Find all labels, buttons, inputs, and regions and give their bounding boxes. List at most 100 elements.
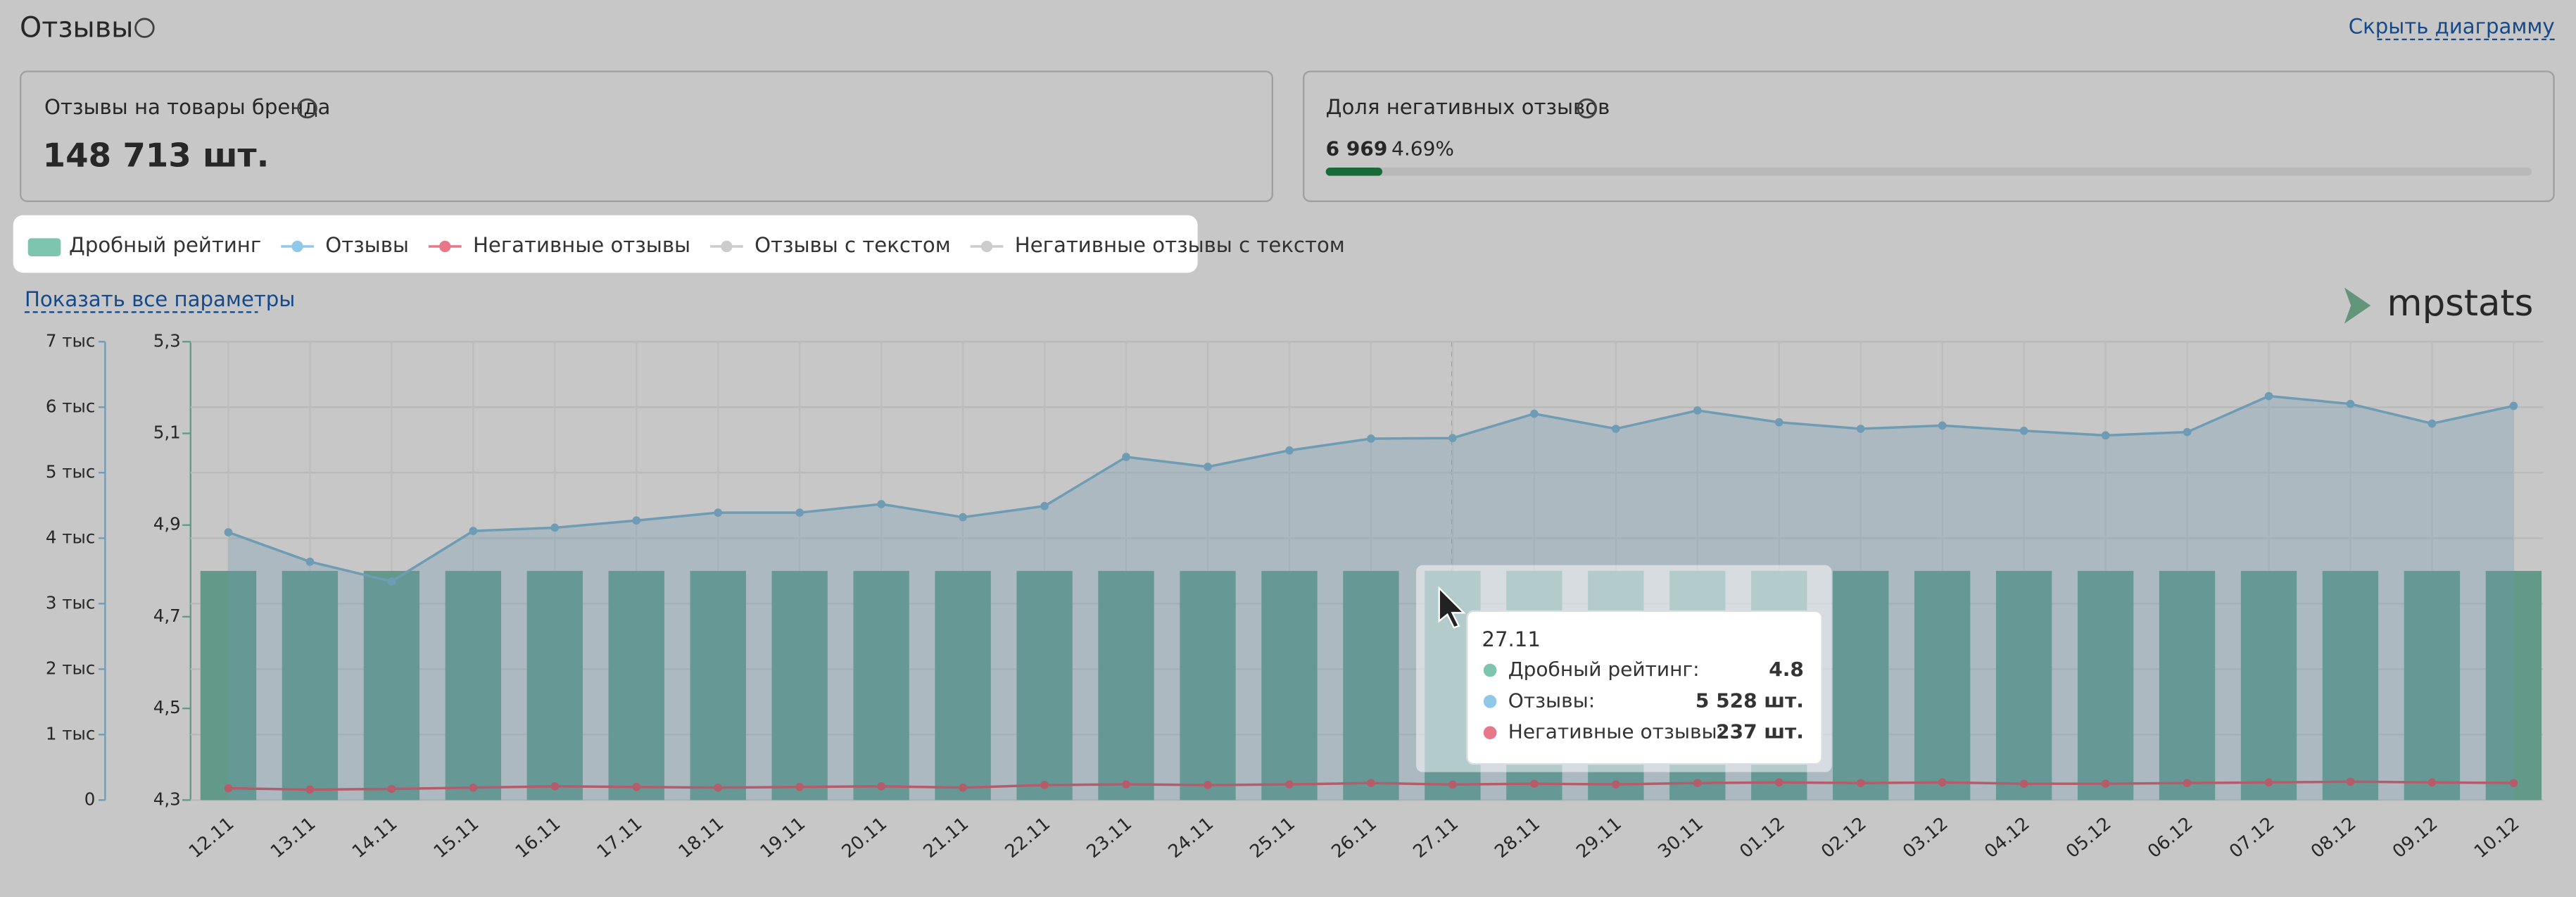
point (305, 785, 315, 794)
point (2427, 778, 2437, 787)
legend-label: Негативные отзывы (473, 233, 690, 257)
help-icon[interactable] (297, 98, 317, 119)
bar (2485, 570, 2542, 801)
point (1856, 425, 1865, 433)
highlight-layer: 27.11 Дробный рейтинг Отзывы Негативные от… (13, 215, 1832, 772)
point (1774, 778, 1783, 787)
point (469, 783, 478, 792)
point (714, 783, 723, 792)
hide-chart-link[interactable]: Скрыть диаграмму (2349, 15, 2555, 39)
tooltip-dot (1483, 726, 1497, 739)
cursor (1438, 586, 1466, 629)
logo-icon (2344, 287, 2371, 324)
legend-swatch (27, 238, 61, 256)
y-tick-label: 2 тыс (46, 658, 95, 678)
bar (363, 570, 420, 801)
point (387, 784, 396, 794)
bar (1098, 570, 1154, 801)
bar (1180, 570, 1236, 801)
area-fill (228, 396, 2514, 801)
bar (2322, 570, 2379, 801)
bar (935, 570, 991, 801)
tooltip-dot (1483, 663, 1497, 677)
tooltip-value: 4.8 (1769, 658, 1804, 681)
point (2101, 431, 2110, 440)
point (877, 500, 885, 508)
y-tick-label: 7 тыс (46, 330, 95, 351)
card (20, 70, 1273, 202)
bar (1016, 570, 1073, 801)
point (2019, 779, 2028, 788)
point (2019, 426, 2028, 435)
legend-swatch (439, 240, 451, 253)
tooltip-value: 237 шт. (1716, 720, 1804, 744)
point (2264, 778, 2273, 787)
logo: mpstats (2387, 282, 2534, 325)
legend-label[interactable]: Отзывы с текстом (755, 233, 951, 257)
y-tick-label: 1 тыс (46, 723, 95, 744)
card-label: Отзывы на товары бренда (44, 95, 330, 119)
point (2509, 401, 2518, 410)
point (1285, 780, 1294, 789)
tooltip (1466, 610, 1823, 765)
point (1367, 779, 1375, 787)
point (2427, 419, 2437, 428)
bar (853, 570, 909, 801)
help-icon[interactable] (1577, 98, 1598, 119)
card-label: Доля негативных отзывов (1326, 95, 1610, 119)
y-tick-label: 0 (84, 789, 96, 809)
point (224, 528, 233, 537)
point (1856, 779, 1865, 787)
point (1938, 778, 1947, 787)
y2-tick-label: 4,5 (153, 697, 181, 717)
legend-swatch (291, 240, 303, 253)
point (714, 508, 723, 517)
point (1040, 781, 1049, 789)
point (2101, 779, 2110, 788)
point (224, 784, 233, 793)
negative-share: 4.69% (1391, 137, 1454, 160)
y-tick-label: 5 тыс (46, 461, 95, 482)
point (1448, 780, 1457, 789)
point (1285, 446, 1294, 455)
bar (2159, 570, 2216, 801)
card-value: 148 713 шт. (43, 137, 270, 175)
point (877, 782, 885, 791)
tooltip-date: 27.11 (1482, 627, 1540, 651)
point (1204, 463, 1212, 471)
point (469, 527, 478, 535)
point (795, 782, 804, 791)
point (1611, 780, 1620, 789)
legend-swatch (980, 240, 993, 253)
point (1693, 406, 1702, 415)
help-icon[interactable] (134, 18, 155, 38)
point (1530, 409, 1539, 418)
point (1040, 501, 1049, 510)
point (1122, 780, 1130, 789)
tooltip-label: Дробный рейтинг: (1508, 658, 1700, 681)
legend-label[interactable]: Негативные отзывы с текстом (1015, 233, 1345, 257)
bar (2077, 570, 2134, 801)
page-title: Отзывы (20, 12, 133, 44)
bar (1833, 570, 1889, 801)
point (305, 557, 315, 566)
point (959, 783, 967, 792)
tooltip-dot (1483, 695, 1497, 708)
point (1774, 418, 1783, 427)
bar (771, 570, 828, 801)
legend-box (13, 215, 1198, 273)
bar (1914, 570, 1971, 801)
legend-label: Дробный рейтинг (69, 233, 261, 257)
y2-tick-label: 5,3 (153, 330, 181, 351)
show-all-link[interactable]: Показать все параметры (25, 287, 295, 311)
point (2183, 779, 2192, 787)
tooltip-label: Отзывы: (1508, 689, 1595, 712)
point (1367, 434, 1375, 443)
point (1938, 421, 1947, 430)
tooltip-value: 5 528 шт. (1696, 689, 1804, 712)
point (959, 513, 967, 522)
tooltip-label: Негативные отзывы: (1508, 720, 1724, 744)
point (2509, 779, 2518, 787)
bar (200, 570, 257, 801)
